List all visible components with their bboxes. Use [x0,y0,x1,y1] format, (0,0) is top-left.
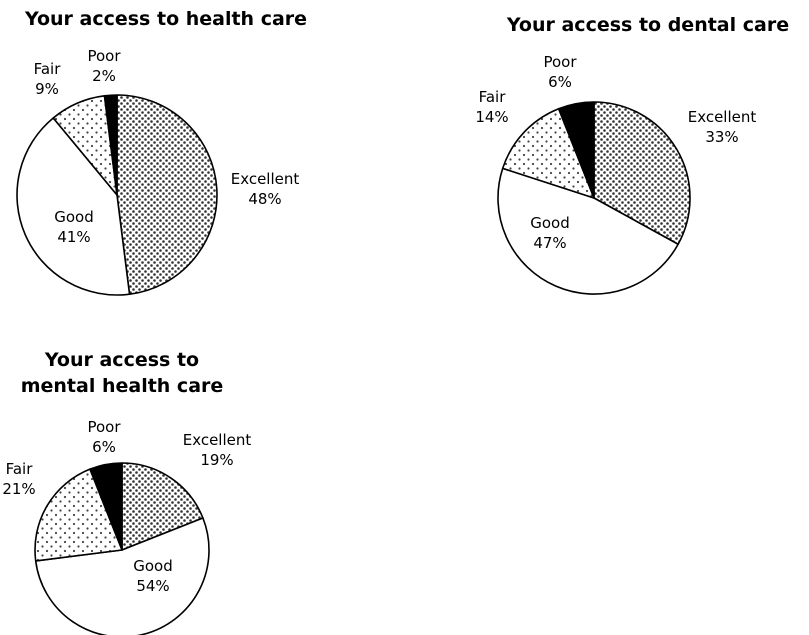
pie-slice-poor [103,94,118,196]
slice-label-fair: Fair [479,88,507,106]
chart-title-line-2: mental health care [21,375,224,397]
chart-title: Your access to dental care [506,14,789,36]
slice-value-excellent: 19% [200,451,233,469]
slice-label-poor: Poor [543,53,577,71]
slice-label-poor: Poor [87,47,121,65]
slice-value-poor: 6% [548,73,572,91]
chart-health-care: Your access to health care Excellent 48%… [16,8,307,296]
pie-slice-poor [89,462,123,551]
pie [16,94,218,296]
slice-value-good: 47% [533,234,566,252]
slice-value-excellent: 48% [248,190,281,208]
slice-value-poor: 2% [92,67,116,85]
slice-label-excellent: Excellent [688,108,757,126]
slice-value-good: 54% [136,577,169,595]
pie-slice-good [34,517,210,635]
slice-label-fair: Fair [6,460,34,478]
chart-mental-health-care: Your access to mental health care Excell… [2,349,251,635]
slice-label-excellent: Excellent [183,431,252,449]
slice-value-fair: 14% [475,108,508,126]
slice-label-fair: Fair [34,60,62,78]
pie-slice-poor [557,101,595,199]
pie [497,101,691,295]
pie-slice-excellent [121,462,204,551]
pie-slice-fair [501,107,595,199]
slice-value-fair: 9% [35,80,59,98]
chart-dental-care: Your access to dental care Excellent 33%… [475,14,789,295]
pie-slice-good [497,167,679,295]
pie [34,462,210,635]
chart-title-line-1: Your access to [44,349,199,371]
slice-value-fair: 21% [2,480,35,498]
pie-slice-excellent [116,94,218,296]
slice-label-good: Good [54,208,94,226]
chart-title: Your access to health care [24,8,307,30]
slice-label-good: Good [530,214,570,232]
slice-label-poor: Poor [87,418,121,436]
slice-label-good: Good [133,557,173,575]
pie-slice-good [16,117,131,296]
slice-label-excellent: Excellent [231,170,300,188]
slice-value-good: 41% [57,228,90,246]
slice-value-excellent: 33% [705,128,738,146]
slice-value-poor: 6% [92,438,116,456]
pie-slice-excellent [593,101,691,246]
pie-slice-fair [34,468,123,562]
